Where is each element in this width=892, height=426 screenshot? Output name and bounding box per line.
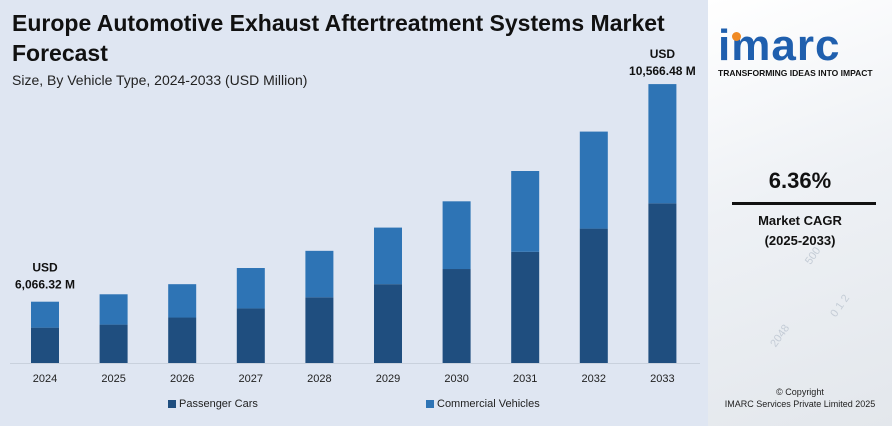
legend: Passenger Cars Commercial Vehicles — [0, 398, 708, 412]
x-tick-label: 2031 — [513, 373, 537, 385]
cagr-label: Market CAGR — [758, 213, 842, 228]
bar-passenger-cars-2024 — [31, 327, 59, 363]
brand-tagline: TRANSFORMING IDEAS INTO IMPACT — [718, 68, 873, 78]
annotation-last-unit: USD — [650, 47, 676, 61]
bar-commercial-vehicles-2029 — [374, 227, 402, 285]
background-decoration: 2048 — [768, 322, 793, 350]
bar-passenger-cars-2025 — [99, 324, 128, 363]
x-tick-label: 2028 — [307, 373, 331, 385]
legend-label: Passenger Cars — [179, 398, 258, 410]
copyright: © Copyright IMARC Services Private Limit… — [708, 386, 892, 410]
bar-passenger-cars-2027 — [236, 308, 265, 363]
x-tick-label: 2030 — [444, 373, 468, 385]
x-tick-label: 2027 — [239, 373, 263, 385]
annotation-first-value: 6,066.32 M — [15, 278, 75, 292]
bar-commercial-vehicles-2031 — [511, 171, 540, 252]
x-tick-label: 2033 — [650, 373, 674, 385]
imarc-logo: imarc — [718, 22, 840, 70]
bar-passenger-cars-2031 — [511, 251, 540, 363]
x-tick-label: 2025 — [101, 373, 125, 385]
copyright-line: © Copyright — [776, 387, 824, 397]
legend-item-passenger-cars: Passenger Cars — [168, 398, 258, 410]
chart-title: Europe Automotive Exhaust Aftertreatment… — [12, 10, 665, 66]
annotation-first-unit: USD — [32, 261, 58, 275]
bar-commercial-vehicles-2028 — [305, 250, 334, 298]
bar-passenger-cars-2033 — [648, 203, 677, 363]
chart-panel: 2024 2025 2026 2027 2028 2029 2030 2031 2032 2033… — [0, 10, 708, 412]
bar-passenger-cars-2028 — [305, 297, 334, 363]
bar-commercial-vehicles-2025 — [99, 294, 128, 325]
background-decoration: 500 — [802, 245, 824, 267]
legend-label: Commercial Vehicles — [437, 398, 540, 410]
x-tick-label: 2029 — [376, 373, 400, 385]
logo-text: imarc — [718, 21, 841, 70]
x-tick-label: 2024 — [33, 373, 57, 385]
bar-passenger-cars-2032 — [579, 228, 608, 363]
copyright-company: IMARC Services Private Limited 2025 — [724, 399, 876, 409]
bar-commercial-vehicles-2032 — [579, 131, 608, 229]
bar-commercial-vehicles-2033 — [648, 84, 677, 204]
bar-commercial-vehicles-2030 — [442, 201, 471, 270]
side-panel: 500 2048 0 1 2 imarc TRANSFORMING IDEAS … — [708, 0, 892, 426]
background-decoration: 0 1 2 — [828, 292, 853, 320]
bar-passenger-cars-2030 — [442, 269, 471, 363]
bar-passenger-cars-2029 — [374, 284, 402, 363]
legend-swatch — [168, 400, 176, 408]
chart-subtitle: Size, By Vehicle Type, 2024-2033 (USD Mi… — [12, 72, 308, 88]
annotation-last-value: 10,566.48 M — [629, 64, 696, 78]
bar-passenger-cars-2026 — [168, 317, 197, 363]
bar-commercial-vehicles-2027 — [236, 268, 265, 309]
bar-commercial-vehicles-2026 — [168, 284, 197, 318]
legend-swatch — [426, 400, 434, 408]
cagr-period: (2025-2033) — [764, 233, 836, 248]
x-tick-label: 2032 — [582, 373, 606, 385]
stacked-bar-chart: 2024 2025 2026 2027 2028 2029 2030 2031 2032 2033… — [10, 47, 700, 385]
x-tick-label: 2026 — [170, 373, 194, 385]
cagr-divider — [732, 202, 876, 205]
bar-commercial-vehicles-2024 — [31, 301, 59, 328]
legend-item-commercial-vehicles: Commercial Vehicles — [426, 398, 540, 410]
logo-dot-icon — [732, 32, 741, 41]
cagr-value: 6.36% — [768, 168, 832, 193]
